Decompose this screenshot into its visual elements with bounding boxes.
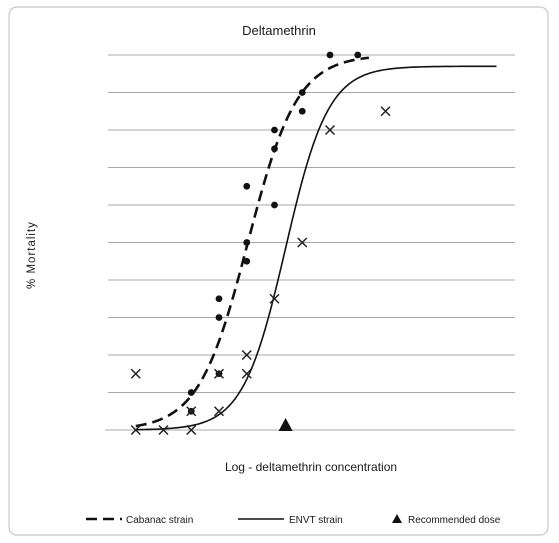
legend: Cabanac strain ENVT strain Recommended d… (86, 514, 501, 526)
envt-data-point (380, 106, 391, 117)
legend-dose-swatch (392, 514, 402, 523)
legend-cabanac-label: Cabanac strain (126, 515, 193, 526)
envt-data-point (130, 368, 141, 379)
envt-data-point (158, 424, 169, 436)
cabanac-data-point (354, 51, 362, 59)
chart-border (8, 6, 549, 536)
cabanac-data-point (215, 295, 223, 303)
fitted-curves (135, 56, 497, 431)
legend-dose-label: Recommended dose (408, 515, 501, 526)
envt-data-point (213, 368, 225, 379)
envt-fit-curve (135, 65, 497, 431)
envt-data-point (213, 406, 225, 417)
envt-data-point (241, 349, 252, 361)
cabanac-data-point (271, 201, 278, 209)
recommended-dose-marker (278, 418, 293, 431)
reference-markers (278, 418, 293, 431)
grid-lines (105, 54, 515, 431)
data-points (130, 51, 391, 436)
envt-data-point (130, 424, 141, 436)
chart-title: Deltamethrin (242, 23, 316, 38)
y-axis-label: % Mortality (26, 221, 38, 289)
cabanac-data-point (298, 107, 306, 115)
cabanac-data-point (243, 257, 251, 265)
envt-data-point (297, 237, 308, 248)
cabanac-data-point (243, 182, 251, 190)
envt-data-point (241, 368, 252, 379)
cabanac-data-point (187, 389, 195, 396)
envt-data-point (186, 406, 197, 417)
envt-data-point (269, 293, 280, 304)
cabanac-data-point (271, 126, 278, 134)
envt-data-point (324, 124, 336, 136)
cabanac-data-point (326, 51, 334, 59)
x-axis-label: Log - deltamethrin concentration (225, 460, 397, 474)
cabanac-data-point (298, 89, 306, 96)
cabanac-fit-curve (135, 56, 369, 428)
envt-data-point (186, 424, 197, 436)
cabanac-data-point (271, 145, 278, 153)
legend-envt-label: ENVT strain (289, 515, 343, 526)
cabanac-data-point (215, 314, 223, 321)
cabanac-data-point (243, 239, 251, 246)
